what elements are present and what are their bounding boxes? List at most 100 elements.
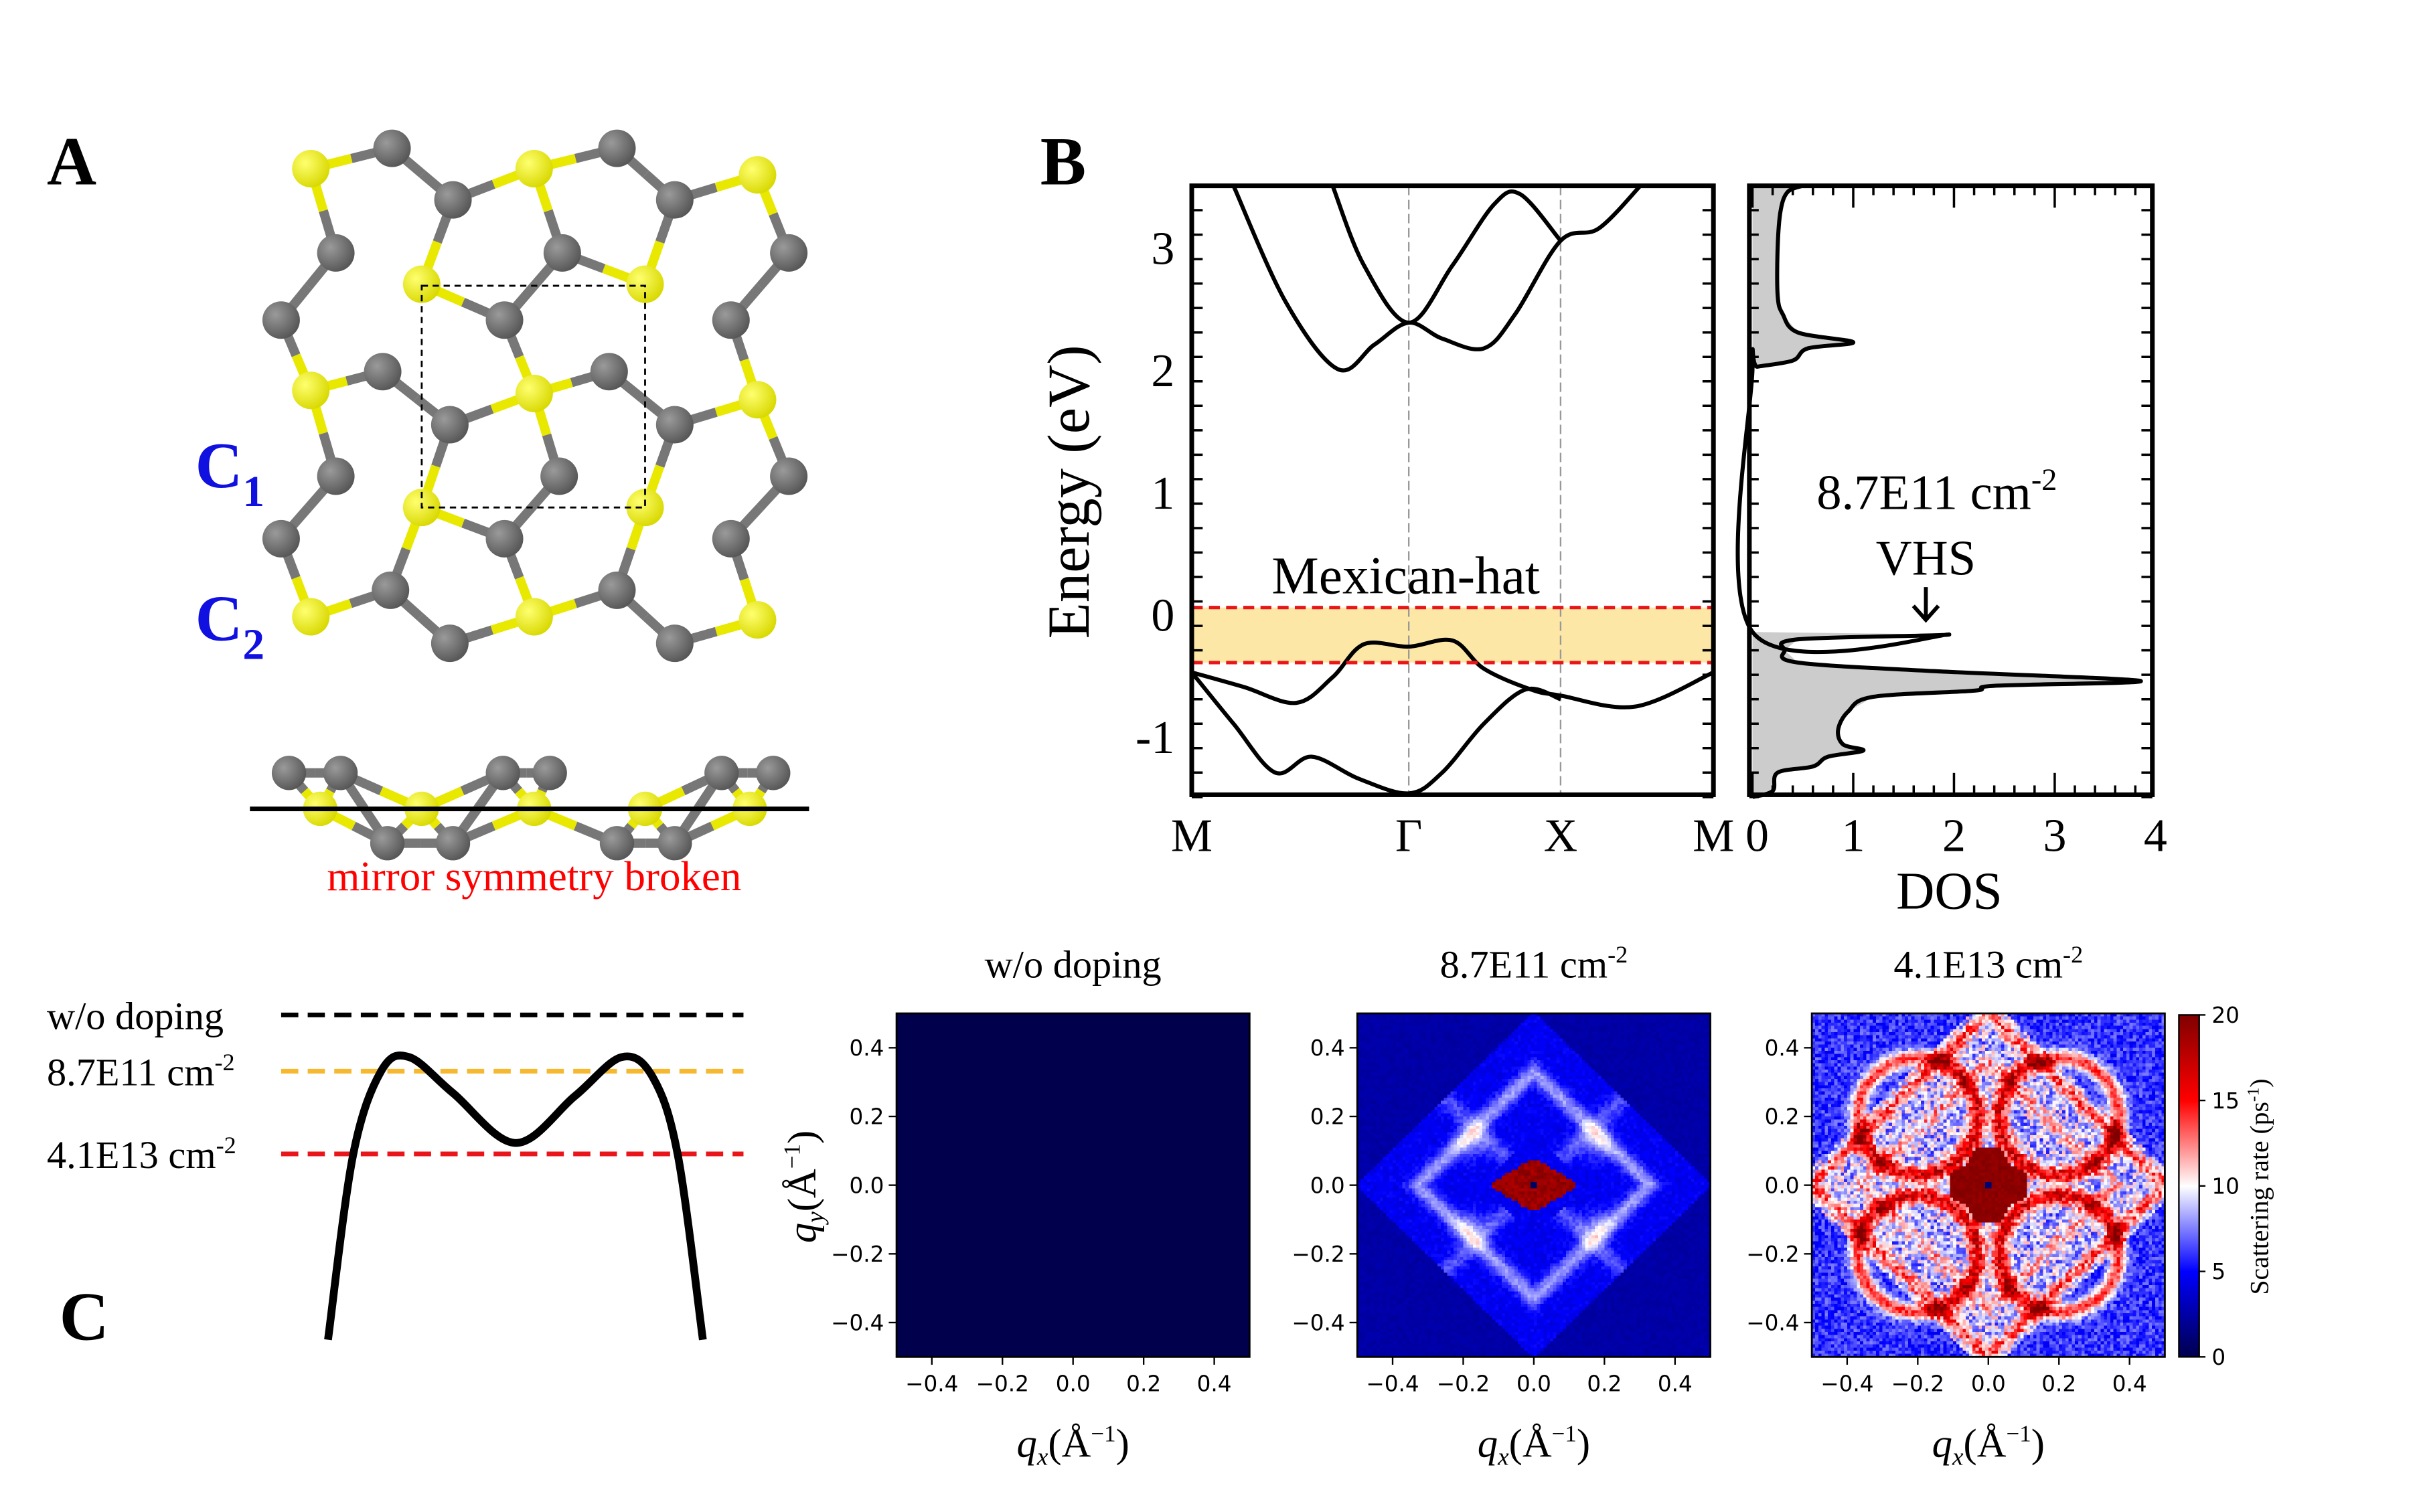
x-tick-label: −0.4 xyxy=(1820,1371,1873,1397)
site-label-c2: C2 xyxy=(196,582,264,669)
x-tick-label: 0.2 xyxy=(2041,1371,2076,1397)
k-point-label: M xyxy=(1171,810,1213,861)
k-point-label: X xyxy=(1544,810,1578,861)
y-tick-label: 0.4 xyxy=(1765,1035,1800,1061)
carbon-atom xyxy=(262,301,300,339)
carbon-atom xyxy=(431,624,469,663)
y-axis-label: Energy (eV) xyxy=(1036,345,1102,639)
y-tick-label: 0.2 xyxy=(1765,1104,1800,1130)
x-tick-label: 0 xyxy=(1745,810,1769,861)
band-line-4 xyxy=(1192,671,1561,795)
x-axis-label: DOS xyxy=(1896,862,2003,921)
y-tick-label: 0.0 xyxy=(1765,1173,1800,1198)
carbon-atom xyxy=(598,571,636,609)
carbon-atom xyxy=(756,756,791,790)
scattering-rate-maps: w/o doping −0.4 −0.2 0.0 0.2 0.4 0.4 0.2 0.0 −0.2… xyxy=(779,941,2274,1471)
heatmap-title-sup: -2 xyxy=(1608,941,1628,968)
sulfur-atom xyxy=(292,371,330,410)
carbon-atom xyxy=(712,519,750,558)
heatmap-title-base: 8.7E11 cm xyxy=(1440,942,1608,986)
heatmap-image-2 xyxy=(1357,1013,1711,1357)
heatmap-image-1 xyxy=(896,1013,1250,1357)
x-tick-label: 0.2 xyxy=(1126,1371,1161,1397)
lattice-top-view xyxy=(262,129,808,663)
carbon-atom xyxy=(655,406,694,444)
band-line-1 xyxy=(1231,185,1642,373)
sulfur-atom xyxy=(515,149,553,187)
y-tick-label: 2 xyxy=(1151,345,1174,397)
carbon-atom xyxy=(317,457,355,495)
heatmap-title: 8.7E11 cm-2 xyxy=(1440,941,1628,986)
dos-plot: 0 1 2 3 4 DOS 8.7E11 cm-2 VHS xyxy=(1735,183,2167,921)
x-tick-label: 0.4 xyxy=(1658,1371,1693,1397)
site-label-c1: C1 xyxy=(196,430,264,516)
carbon-atom xyxy=(590,353,628,391)
x-tick-label: −0.2 xyxy=(1891,1371,1944,1397)
colorbar-label-base: Scattering rate (ps xyxy=(2244,1102,2274,1294)
carbon-atom xyxy=(657,826,692,861)
colorbar xyxy=(2178,1014,2200,1358)
y-tick-label: −0.4 xyxy=(1746,1311,1799,1336)
carbon-atom xyxy=(712,301,750,339)
carbon-atom xyxy=(317,234,355,272)
band-line-3 xyxy=(1192,637,1714,709)
vhs-density-annotation-sup: -2 xyxy=(2031,463,2057,497)
x-tick-label: 0.0 xyxy=(1516,1371,1551,1397)
colorbar-label-sup: -1 xyxy=(2243,1088,2262,1102)
colorbar-tick-label: 0 xyxy=(2211,1345,2225,1370)
x-tick-label: 0.2 xyxy=(1587,1371,1622,1397)
y-tick-label: 3 xyxy=(1151,223,1174,274)
y-tick-label: 0 xyxy=(1151,590,1174,641)
sulfur-atom xyxy=(402,265,441,303)
carbon-atom xyxy=(540,457,578,495)
carbon-atom xyxy=(598,129,636,167)
vhs-density-annotation: 8.7E11 cm-2 xyxy=(1816,463,2057,520)
x-axis-label: qx(Å−1) xyxy=(1017,1420,1129,1471)
carbon-atom xyxy=(372,571,410,609)
y-tick-label: 1 xyxy=(1151,468,1174,519)
band-line-2 xyxy=(1330,185,1563,325)
carbon-atom xyxy=(485,756,520,790)
x-tick-label: −0.4 xyxy=(905,1371,958,1397)
doping-level-label: w/o doping xyxy=(47,994,224,1037)
heatmap-title-sup: -2 xyxy=(2063,941,2083,968)
carbon-atom xyxy=(373,129,411,167)
carbon-atom xyxy=(435,826,471,861)
carbon-atom xyxy=(770,234,808,272)
band-plot-frame xyxy=(1189,183,1716,797)
arrow-down-icon xyxy=(1911,587,1940,623)
x-tick-label: 0.4 xyxy=(1197,1371,1232,1397)
doping-level-label-sup: -2 xyxy=(214,1049,234,1076)
x-tick-label: 0.4 xyxy=(2112,1371,2147,1397)
carbon-atom xyxy=(431,406,469,444)
sulfur-atom xyxy=(515,598,553,636)
y-tick-label: 0.2 xyxy=(1310,1104,1345,1130)
sulfur-atom xyxy=(515,374,553,412)
dos-line xyxy=(1735,183,2143,799)
panel-label-a: A xyxy=(47,124,96,199)
carbon-atom xyxy=(364,353,402,391)
panel-label-b: B xyxy=(1040,124,1086,199)
x-axis-label: qx(Å−1) xyxy=(1478,1420,1590,1471)
colorbar-label-end: ) xyxy=(2244,1079,2274,1088)
heatmap-title: w/o doping xyxy=(985,942,1162,986)
sulfur-atom xyxy=(738,381,777,419)
mirror-symmetry-text: mirror symmetry broken xyxy=(327,853,741,900)
carbon-atom xyxy=(271,756,307,790)
mexican-hat-annotation: Mexican-hat xyxy=(1271,547,1540,606)
x-tick-label: −0.4 xyxy=(1366,1371,1419,1397)
x-tick-label: 0.0 xyxy=(1056,1371,1091,1397)
x-tick-label: 1 xyxy=(1841,810,1865,861)
carbon-atom xyxy=(655,624,694,663)
doping-level-label: 8.7E11 cm-2 xyxy=(47,1049,235,1094)
x-tick-label: 0.0 xyxy=(1971,1371,2006,1397)
y-tick-label: −0.2 xyxy=(831,1242,884,1267)
colorbar-label: Scattering rate (ps-1) xyxy=(2243,1079,2274,1295)
band-structure-plot: 3 2 1 0 -1 M Γ X M Energy (eV) Mexican-hat xyxy=(1036,183,1734,861)
y-tick-label: 0.0 xyxy=(849,1173,884,1198)
y-tick-label: 0.4 xyxy=(1310,1035,1345,1061)
colorbar-tick-label: 15 xyxy=(2211,1088,2240,1114)
sulfur-atom xyxy=(738,156,777,194)
y-tick-label: −0.4 xyxy=(1292,1311,1344,1336)
